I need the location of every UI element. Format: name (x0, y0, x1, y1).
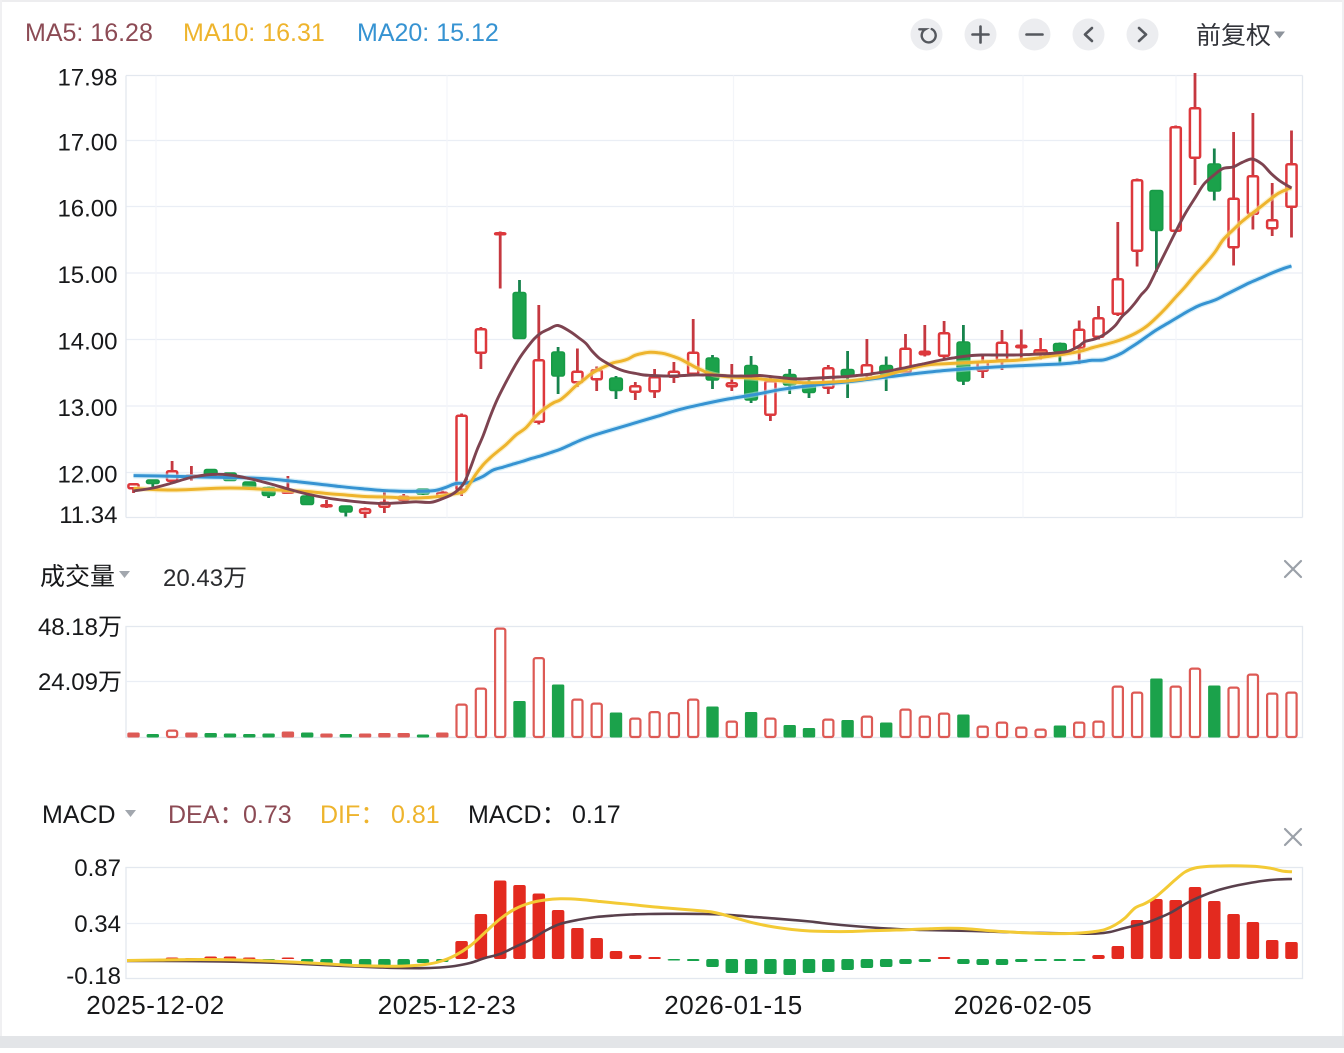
svg-text:0.17: 0.17 (572, 801, 621, 829)
svg-text:DEA：: DEA： (168, 801, 244, 829)
svg-text:2026-01-15: 2026-01-15 (664, 990, 803, 1020)
svg-text:15.00: 15.00 (57, 262, 117, 289)
svg-text:2026-02-05: 2026-02-05 (954, 990, 1093, 1020)
svg-text:20.43: 20.43 (163, 565, 223, 592)
svg-text:2025-12-23: 2025-12-23 (378, 990, 517, 1020)
svg-text:48.18: 48.18 (38, 614, 98, 641)
svg-text:MACD: MACD (42, 801, 116, 829)
svg-text:12.00: 12.00 (57, 462, 117, 489)
svg-text:0.87: 0.87 (74, 855, 121, 882)
svg-text:0.34: 0.34 (74, 911, 121, 938)
svg-text:2025-12-02: 2025-12-02 (86, 990, 225, 1020)
svg-text:11.34: 11.34 (59, 502, 117, 529)
svg-text:13.00: 13.00 (57, 395, 117, 422)
svg-text:0.81: 0.81 (391, 801, 440, 829)
svg-text:MA20: 15.12: MA20: 15.12 (357, 19, 499, 47)
svg-text:MACD：: MACD： (468, 801, 567, 829)
svg-text:MA10: 16.31: MA10: 16.31 (183, 19, 325, 47)
svg-text:16.00: 16.00 (57, 196, 117, 223)
svg-text:14.00: 14.00 (57, 329, 117, 356)
svg-text:-0.18: -0.18 (66, 963, 121, 990)
svg-text:0.73: 0.73 (243, 801, 292, 829)
svg-text:MA5: 16.28: MA5: 16.28 (25, 19, 153, 47)
svg-text:DIF：: DIF： (320, 801, 385, 829)
svg-text:24.09: 24.09 (38, 669, 98, 696)
svg-text:17.98: 17.98 (57, 65, 117, 92)
svg-text:17.00: 17.00 (57, 130, 117, 157)
